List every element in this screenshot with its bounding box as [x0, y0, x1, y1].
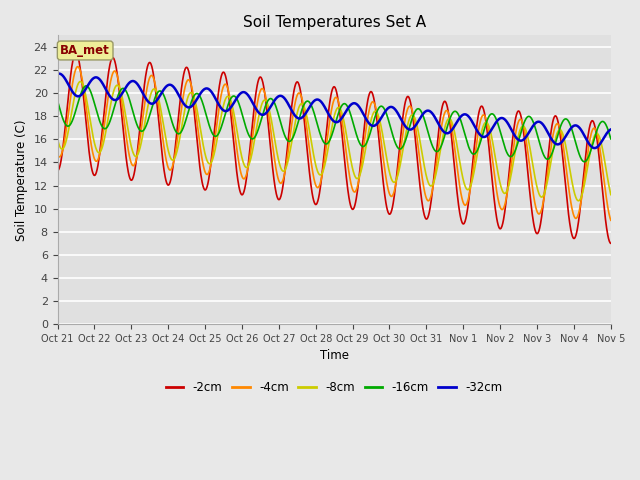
-32cm — [54, 71, 61, 77]
Line: -16cm: -16cm — [58, 86, 611, 162]
-8cm — [54, 136, 61, 142]
-2cm — [420, 212, 428, 218]
Legend: -2cm, -4cm, -8cm, -16cm, -32cm: -2cm, -4cm, -8cm, -16cm, -32cm — [161, 377, 508, 399]
-16cm — [239, 114, 246, 120]
-8cm — [541, 187, 549, 192]
-8cm — [177, 129, 185, 134]
-16cm — [164, 103, 172, 109]
-8cm — [575, 198, 582, 204]
-2cm — [541, 180, 549, 186]
-32cm — [55, 71, 63, 76]
-8cm — [164, 144, 172, 150]
-4cm — [239, 175, 246, 181]
Text: BA_met: BA_met — [60, 44, 110, 57]
Line: -4cm: -4cm — [58, 67, 611, 220]
-32cm — [239, 89, 246, 95]
-16cm — [177, 129, 185, 135]
-32cm — [493, 119, 500, 124]
-16cm — [54, 98, 61, 104]
-2cm — [72, 50, 80, 56]
-32cm — [177, 96, 185, 102]
Line: -2cm: -2cm — [58, 53, 611, 243]
Y-axis label: Soil Temperature (C): Soil Temperature (C) — [15, 119, 28, 240]
-32cm — [591, 145, 598, 151]
-4cm — [420, 188, 428, 193]
-16cm — [493, 117, 500, 123]
-2cm — [607, 240, 614, 246]
-16cm — [83, 83, 90, 89]
-4cm — [177, 109, 185, 115]
-4cm — [607, 217, 614, 223]
-32cm — [164, 83, 172, 88]
-8cm — [493, 162, 500, 168]
-2cm — [177, 90, 185, 96]
-8cm — [420, 163, 428, 169]
-4cm — [54, 152, 61, 157]
-2cm — [239, 192, 246, 197]
-16cm — [420, 117, 428, 122]
-16cm — [580, 159, 588, 165]
-4cm — [74, 64, 82, 70]
Line: -32cm: -32cm — [58, 73, 611, 148]
X-axis label: Time: Time — [319, 349, 349, 362]
Title: Soil Temperatures Set A: Soil Temperatures Set A — [243, 15, 426, 30]
-32cm — [607, 127, 614, 132]
-8cm — [239, 158, 246, 164]
-4cm — [164, 163, 172, 168]
-4cm — [541, 186, 549, 192]
-4cm — [493, 188, 500, 194]
-8cm — [76, 79, 84, 84]
Line: -8cm: -8cm — [58, 82, 611, 201]
-16cm — [541, 155, 549, 161]
-2cm — [164, 182, 172, 188]
-2cm — [54, 168, 61, 173]
-8cm — [607, 192, 614, 198]
-2cm — [493, 215, 500, 221]
-32cm — [541, 125, 549, 131]
-32cm — [420, 109, 428, 115]
-16cm — [607, 136, 614, 142]
